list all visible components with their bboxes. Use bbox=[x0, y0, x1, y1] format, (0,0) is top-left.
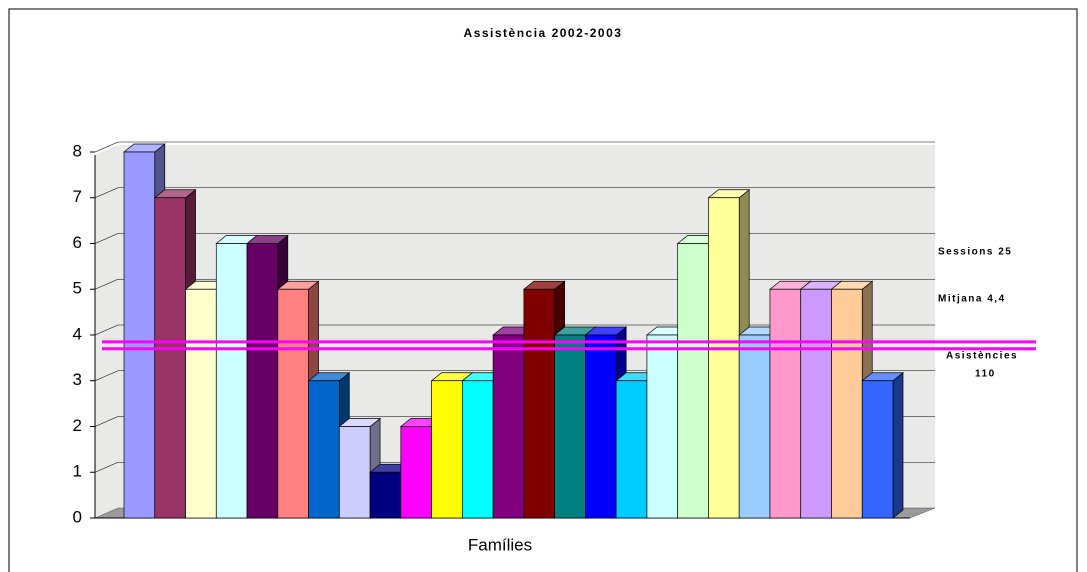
annotation: 110 bbox=[975, 369, 996, 380]
bar bbox=[308, 380, 340, 519]
bar bbox=[615, 380, 648, 519]
grid-line bbox=[94, 141, 119, 153]
annotation: Sessions 25 bbox=[938, 247, 1012, 258]
bar bbox=[185, 288, 217, 519]
bar bbox=[769, 288, 802, 519]
y-tick-label: 1 bbox=[73, 462, 82, 481]
bar bbox=[492, 334, 525, 519]
bar-side bbox=[892, 372, 904, 519]
bar bbox=[400, 426, 432, 519]
annotation: Asistències bbox=[946, 351, 1018, 362]
y-tick-label: 7 bbox=[73, 187, 82, 206]
annotation: Mitjana 4,4 bbox=[938, 294, 1006, 305]
bar bbox=[646, 334, 679, 519]
bar bbox=[677, 243, 709, 519]
bar bbox=[554, 334, 586, 519]
bar bbox=[523, 288, 555, 519]
grid-line bbox=[94, 461, 119, 473]
grid-line bbox=[94, 370, 119, 382]
grid-line bbox=[94, 233, 119, 244]
grid-line bbox=[94, 278, 119, 290]
grid-line bbox=[94, 416, 119, 427]
y-tick-label: 2 bbox=[73, 416, 82, 435]
bar bbox=[831, 288, 863, 519]
y-tick-label: 6 bbox=[73, 233, 82, 252]
bar bbox=[277, 288, 309, 519]
bar bbox=[462, 380, 494, 519]
bar bbox=[708, 197, 740, 519]
y-tick-label: 8 bbox=[73, 141, 82, 160]
grid-line bbox=[94, 324, 119, 336]
grid-line bbox=[94, 187, 119, 199]
bar bbox=[246, 243, 279, 519]
chart-title: Assistència 2002-2003 bbox=[464, 26, 623, 40]
bar bbox=[738, 334, 771, 519]
y-tick-label: 0 bbox=[73, 507, 82, 526]
y-tick-label: 4 bbox=[73, 324, 82, 343]
bar bbox=[338, 426, 371, 519]
x-axis-title: Famílies bbox=[468, 535, 532, 554]
bar bbox=[585, 334, 617, 519]
y-tick-label: 3 bbox=[73, 370, 82, 389]
bar bbox=[800, 288, 832, 519]
bar bbox=[369, 471, 402, 519]
bar bbox=[154, 197, 186, 519]
bar bbox=[215, 243, 248, 519]
bar bbox=[861, 380, 894, 519]
bar bbox=[431, 380, 463, 519]
bar bbox=[123, 151, 156, 519]
y-tick-label: 5 bbox=[73, 279, 82, 298]
